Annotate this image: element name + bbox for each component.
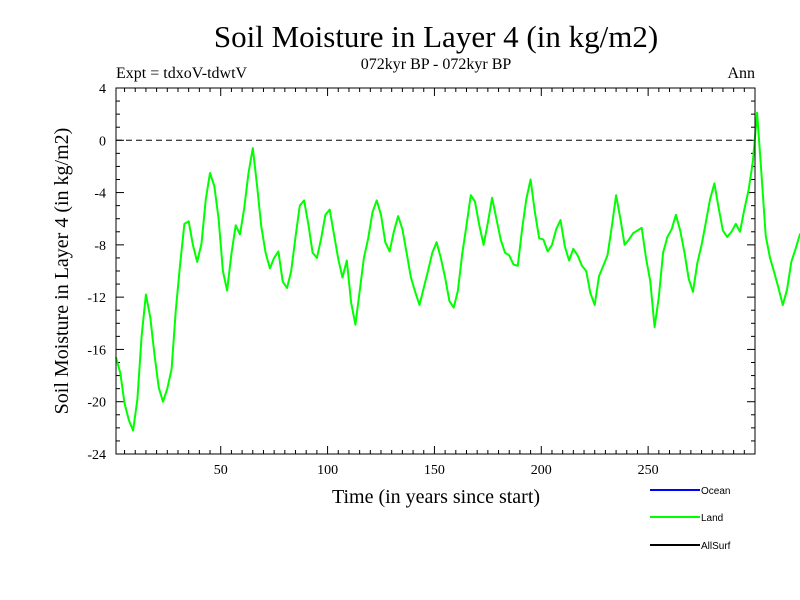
chart-title: Soil Moisture in Layer 4 (in kg/m2) [214,19,658,54]
x-tick-label: 200 [531,463,552,478]
plot-area: 50 100 150 200 250 4 0 -4 -8 -12 -16 -20 -24 [87,82,800,478]
x-tick-label: 50 [214,463,228,478]
legend: Ocean Land AllSurf [650,486,731,552]
x-tick-label: 250 [638,463,659,478]
legend-label-ocean: Ocean [701,486,730,497]
x-axis-title: Time (in years since start) [332,486,540,508]
plot-frame [115,87,756,455]
y-tick-label: -8 [94,239,106,254]
series-line-land [115,111,800,432]
y-tick-label: 4 [99,82,106,97]
y-tick-label: -20 [87,396,106,411]
y-tick-label: 0 [99,134,106,149]
y-tick-label: -12 [87,291,106,306]
y-tick-label: -4 [94,187,106,202]
y-tick-label: -24 [87,448,106,463]
x-tick-label: 100 [317,463,338,478]
y-axis-title: Soil Moisture in Layer 4 (in kg/m2) [51,128,73,415]
y-tick-label: -16 [87,343,106,358]
legend-label-land: Land [701,513,723,524]
x-tick-label: 150 [424,463,445,478]
chart-subtitle: 072kyr BP - 072kyr BP [361,56,512,73]
experiment-label: Expt = tdxoV-tdwtV [116,65,248,82]
legend-label-allsurf: AllSurf [701,541,731,552]
season-label: Ann [727,65,755,82]
